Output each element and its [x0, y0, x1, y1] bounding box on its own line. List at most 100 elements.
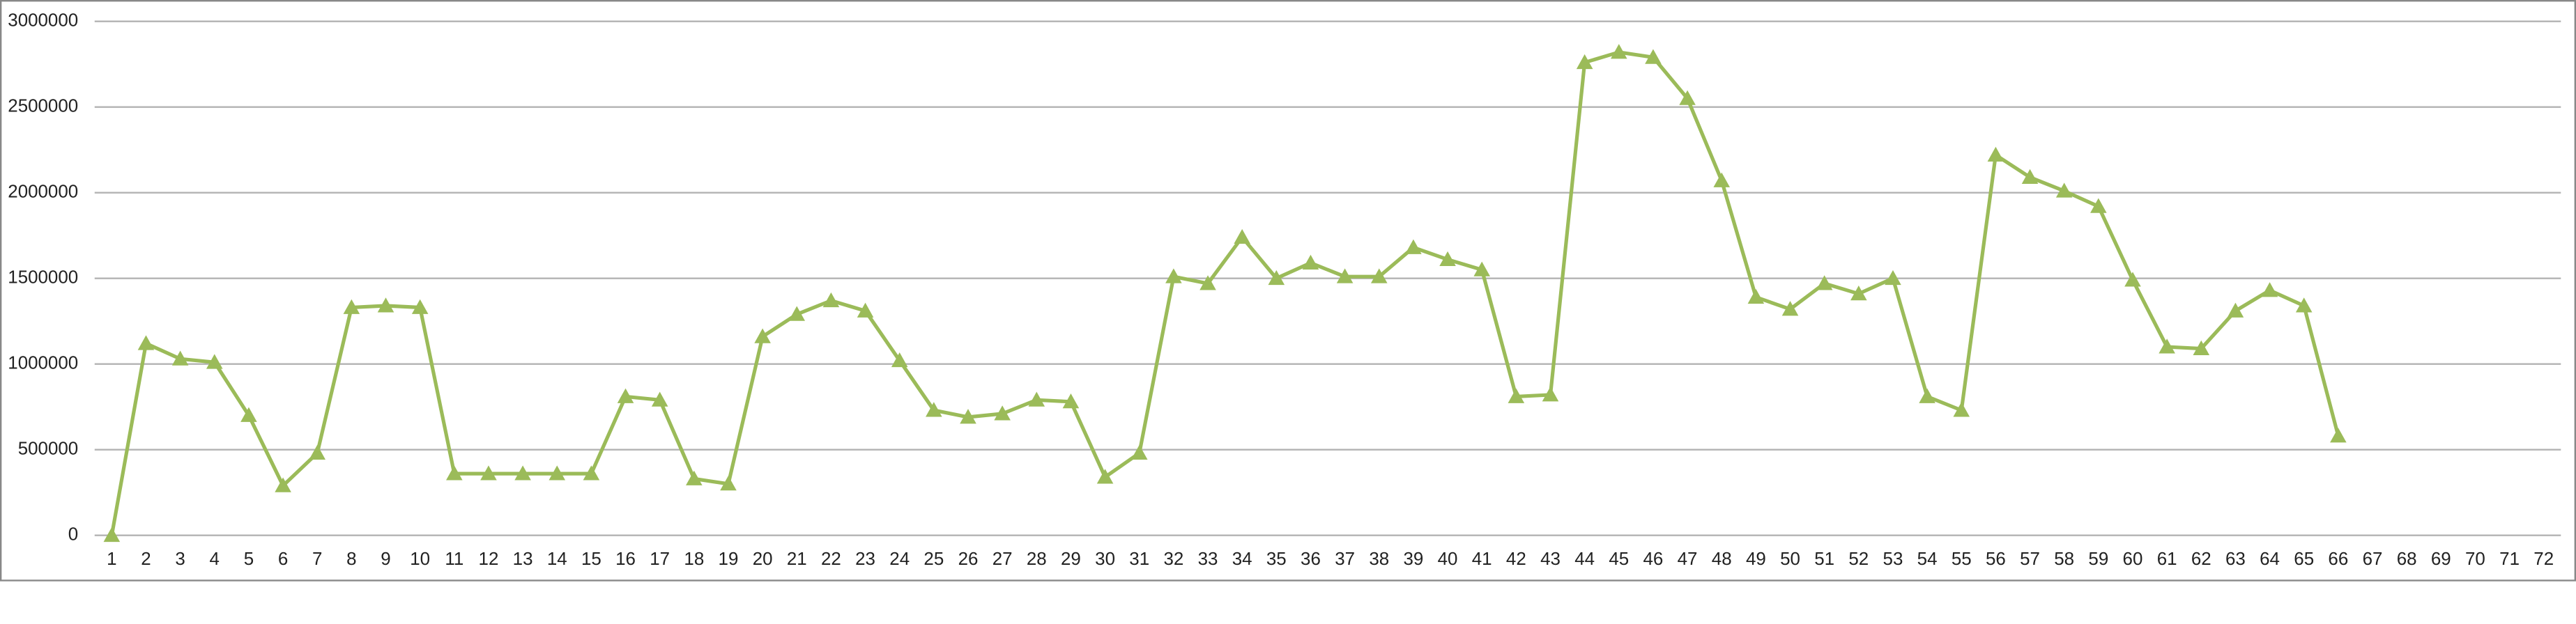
- x-tick-label: 20: [753, 549, 773, 569]
- data-point: [2021, 169, 2039, 184]
- x-tick-label: 21: [787, 549, 807, 569]
- x-tick-label: 46: [1643, 549, 1664, 569]
- x-tick-label: 24: [889, 549, 910, 569]
- data-point: [891, 352, 908, 368]
- x-tick-label: 29: [1061, 549, 1081, 569]
- x-tick-label: 18: [684, 549, 704, 569]
- data-point: [275, 477, 291, 492]
- x-tick-label: 71: [2499, 549, 2520, 569]
- x-tick-label: 68: [2397, 549, 2417, 569]
- x-tick-label: 56: [1986, 549, 2006, 569]
- data-point: [754, 328, 771, 343]
- y-tick-label: 1500000: [8, 268, 78, 288]
- data-point: [1096, 469, 1114, 484]
- data-point: [1302, 254, 1319, 270]
- x-tick-label: 49: [1746, 549, 1766, 569]
- x-tick-label: 50: [1780, 549, 1800, 569]
- x-tick-label: 25: [923, 549, 944, 569]
- data-point: [1370, 268, 1388, 283]
- x-tick-label: 14: [547, 549, 567, 569]
- y-tick-label: 0: [68, 525, 78, 545]
- data-point: [1130, 444, 1148, 460]
- data-point: [1336, 268, 1354, 283]
- x-tick-label: 43: [1540, 549, 1561, 569]
- x-tick-label: 48: [1712, 549, 1732, 569]
- x-tick-label: 62: [2191, 549, 2211, 569]
- data-point: [1439, 251, 1456, 267]
- data-point: [137, 335, 155, 350]
- y-tick-label: 2000000: [8, 182, 78, 202]
- x-tick-label: 35: [1266, 549, 1287, 569]
- series-line: [109, 50, 2340, 536]
- x-tick-label: 37: [1335, 549, 1355, 569]
- x-tick-label: 38: [1369, 549, 1389, 569]
- data-point: [480, 465, 497, 481]
- data-point: [1199, 275, 1216, 290]
- x-tick-label: 28: [1027, 549, 1047, 569]
- x-tick-label: 53: [1883, 549, 1903, 569]
- x-tick-label: 7: [312, 549, 322, 569]
- x-tick-label: 10: [410, 549, 430, 569]
- data-point: [857, 302, 874, 318]
- data-point: [309, 444, 326, 460]
- data-point: [926, 402, 942, 417]
- data-point: [1850, 286, 1867, 301]
- data-point: [1713, 172, 1731, 187]
- data-point: [1268, 270, 1285, 286]
- x-tick-label: 67: [2363, 549, 2383, 569]
- data-point: [720, 476, 737, 491]
- x-tick-label: 42: [1506, 549, 1526, 569]
- x-tick-label: 70: [2465, 549, 2485, 569]
- data-point: [583, 465, 600, 481]
- x-tick-label: 32: [1163, 549, 1183, 569]
- data-point: [1919, 388, 1935, 403]
- x-tick-label: 30: [1095, 549, 1115, 569]
- x-tick-label: 36: [1301, 549, 1321, 569]
- data-point: [822, 292, 840, 308]
- x-tick-label: 47: [1678, 549, 1698, 569]
- x-tick-label: 40: [1438, 549, 1458, 569]
- data-point: [1165, 268, 1182, 283]
- x-tick-label: 72: [2533, 549, 2554, 569]
- x-tick-label: 3: [175, 549, 185, 569]
- data-point: [686, 470, 703, 485]
- x-tick-label: 60: [2123, 549, 2143, 569]
- x-tick-label: 11: [445, 549, 463, 569]
- x-tick-label: 64: [2260, 549, 2280, 569]
- data-point: [411, 299, 429, 314]
- y-tick-label: 2500000: [8, 96, 78, 116]
- x-tick-label: 44: [1574, 549, 1595, 569]
- data-point: [1542, 387, 1559, 402]
- data-point: [1679, 90, 1696, 105]
- x-tick-label: 27: [992, 549, 1013, 569]
- data-point: [2227, 302, 2244, 318]
- x-tick-label: 17: [650, 549, 670, 569]
- data-point: [549, 465, 566, 481]
- x-tick-label: 31: [1129, 549, 1149, 569]
- data-point: [171, 350, 189, 366]
- x-tick-label: 39: [1403, 549, 1423, 569]
- data-point: [1816, 275, 1833, 290]
- x-tick-label: 63: [2225, 549, 2246, 569]
- data-point: [994, 405, 1011, 421]
- x-tick-label: 61: [2157, 549, 2177, 569]
- x-tick-label: 45: [1609, 549, 1629, 569]
- data-point: [1611, 44, 1627, 59]
- data-point: [1234, 228, 1250, 244]
- x-tick-label: 58: [2054, 549, 2074, 569]
- data-point: [240, 407, 257, 422]
- data-point: [377, 297, 394, 313]
- data-point: [1885, 270, 1901, 286]
- data-point: [446, 465, 463, 481]
- data-point: [1473, 261, 1490, 276]
- y-tick-label: 3000000: [8, 10, 78, 30]
- x-tick-label: 15: [581, 549, 601, 569]
- x-tick-label: 59: [2088, 549, 2108, 569]
- data-point: [206, 354, 223, 369]
- data-point: [1405, 239, 1422, 254]
- x-tick-label: 57: [2020, 549, 2040, 569]
- data-point: [651, 391, 668, 407]
- x-tick-label: 2: [141, 549, 151, 569]
- data-point: [2295, 297, 2313, 313]
